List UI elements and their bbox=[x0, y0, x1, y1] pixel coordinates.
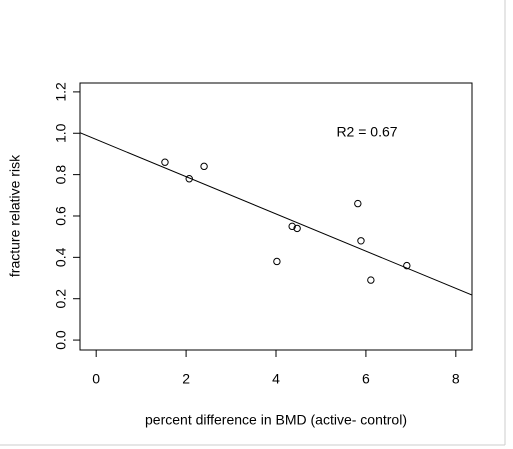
x-tick-label: 4 bbox=[272, 371, 280, 387]
point bbox=[293, 224, 301, 233]
point bbox=[367, 276, 375, 284]
y-tick-label: 1.2 bbox=[53, 82, 69, 102]
point bbox=[354, 199, 362, 208]
point bbox=[357, 237, 365, 245]
x-tick-label: 2 bbox=[182, 371, 190, 387]
point bbox=[200, 162, 208, 171]
y-tick-label: 0.0 bbox=[53, 330, 69, 350]
y-tick-label: 0.6 bbox=[53, 206, 69, 226]
plot-box bbox=[79, 82, 473, 351]
x-axis-label: percent difference in BMD (active- contr… bbox=[145, 412, 407, 428]
fit-line bbox=[80, 132, 472, 296]
y-tick-label: 0.4 bbox=[53, 247, 69, 267]
annotation: R2 = 0.67 bbox=[336, 124, 397, 140]
point bbox=[185, 175, 193, 183]
point bbox=[403, 261, 411, 270]
y-tick-label: 1.0 bbox=[53, 123, 69, 143]
point bbox=[161, 158, 169, 166]
y-axis-label: fracture relative risk bbox=[7, 154, 23, 277]
y-tick-label: 0.8 bbox=[53, 165, 69, 185]
y-tick-label: 0.2 bbox=[53, 289, 69, 309]
x-tick-label: 6 bbox=[362, 371, 370, 387]
x-tick-label: 0 bbox=[92, 371, 100, 387]
point bbox=[273, 257, 281, 266]
x-tick-label: 8 bbox=[452, 371, 460, 387]
point bbox=[288, 222, 296, 231]
